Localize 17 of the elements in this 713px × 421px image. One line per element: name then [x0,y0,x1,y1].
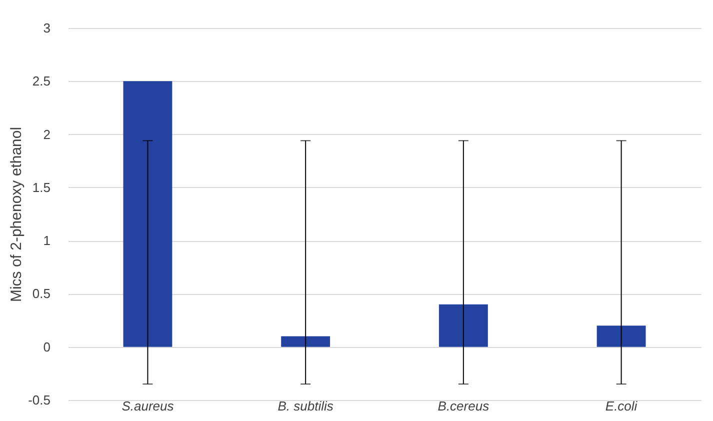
y-tick-label: 0 [43,339,50,354]
y-tick-label: 2.5 [32,74,50,89]
bar [281,336,330,347]
y-tick-label: 0.5 [32,286,50,302]
y-tick-label: 1.5 [32,180,50,195]
y-tick-label: 3 [43,20,50,36]
bar [438,304,488,347]
bar [596,326,646,347]
bar [123,81,172,347]
y-tick-label: 2 [43,126,50,142]
y-axis-title: Mics of 2-phenoxy ethanol [8,126,26,302]
y-tick-label: -0.5 [28,392,50,408]
x-tick-label: S.aureus [122,398,174,414]
x-tick-label: E.coli [605,398,638,414]
y-tick-label: 1 [43,233,50,248]
x-tick-label: B.cereus [438,398,490,414]
x-tick-label: B. subtilis [278,398,334,414]
